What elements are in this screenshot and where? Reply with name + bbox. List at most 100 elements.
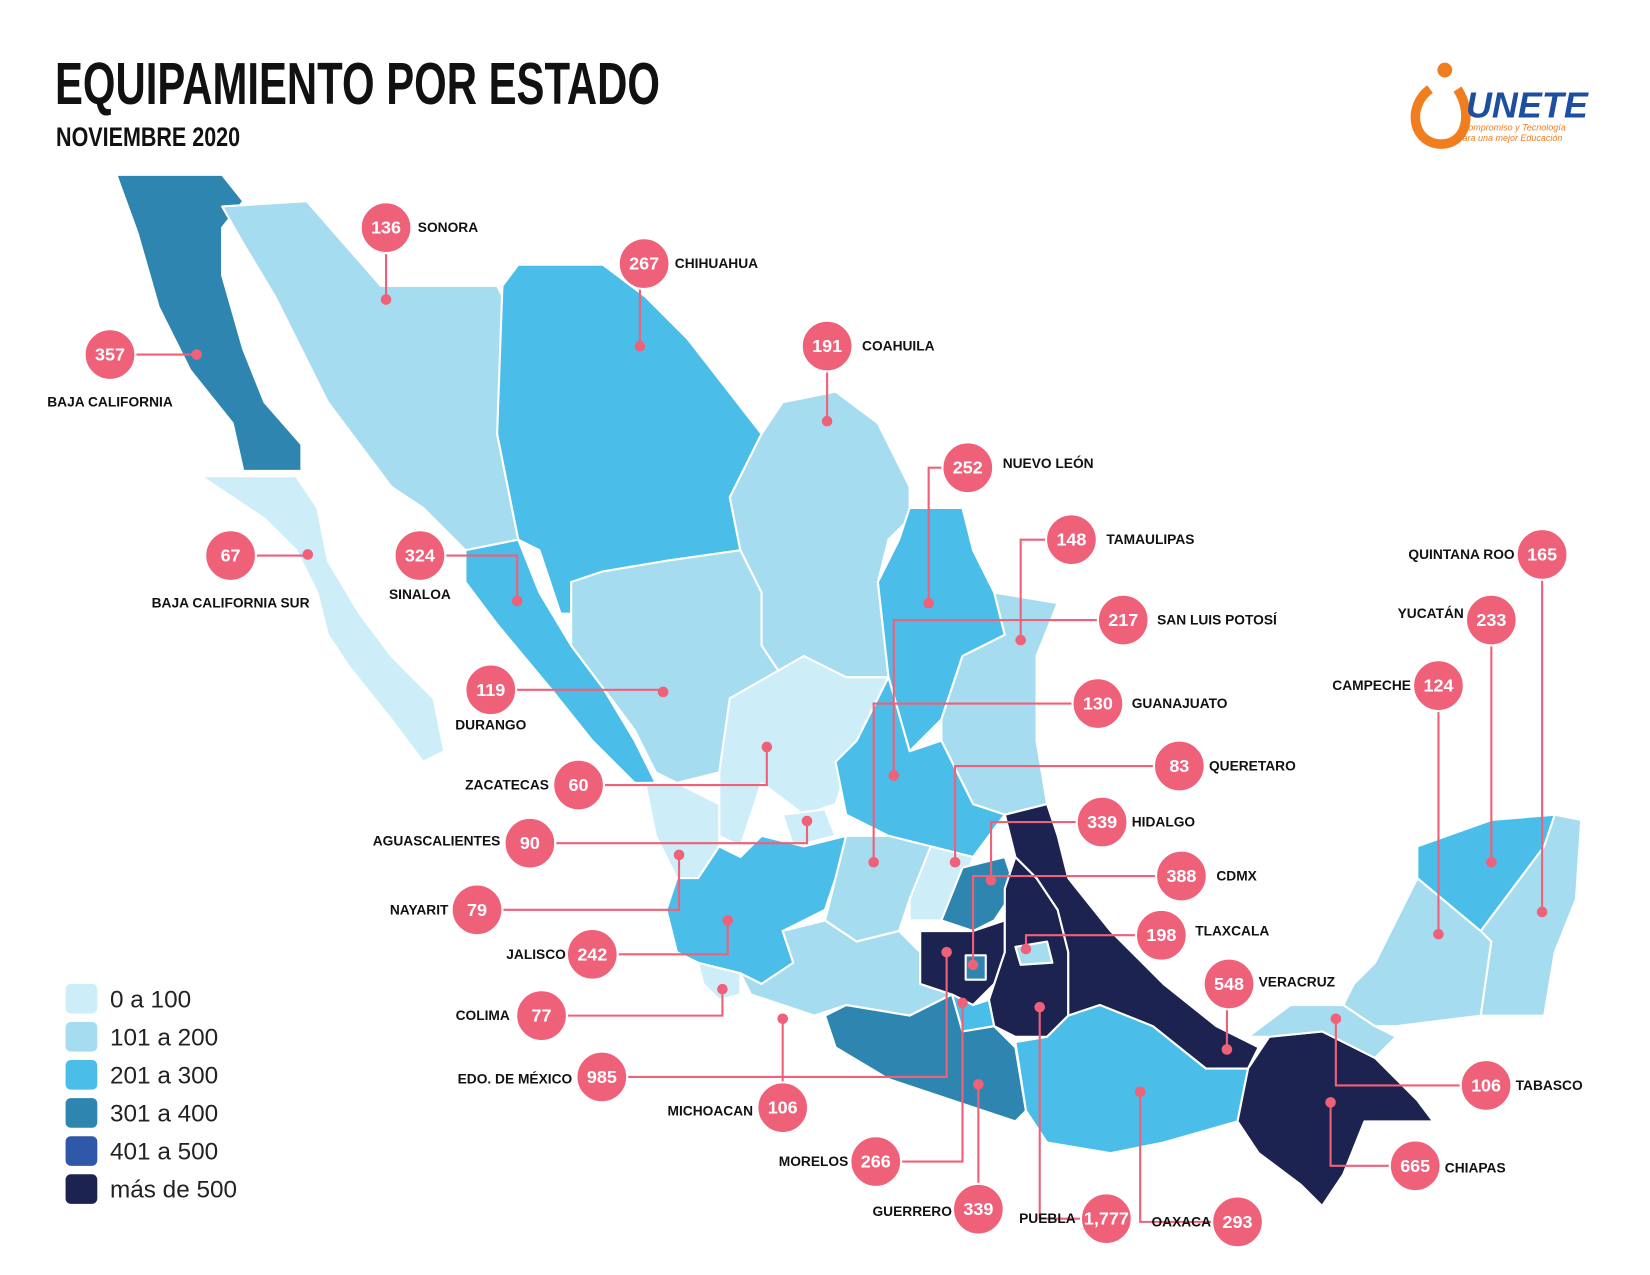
legend-label: más de 500 <box>110 1177 237 1204</box>
state-name: CDMX <box>1216 869 1257 884</box>
value-bubble <box>503 816 557 870</box>
value-bubble <box>1045 513 1098 567</box>
state-name: GUERRERO <box>872 1204 952 1219</box>
value-bubble <box>1515 528 1569 581</box>
value-label: 165 <box>1527 544 1557 564</box>
legend-swatch <box>65 1136 98 1166</box>
leader-dot <box>821 415 833 427</box>
logo-tagline: Compromiso y Tecnología <box>1462 122 1566 132</box>
value-label: 79 <box>467 900 487 920</box>
leader-dot <box>191 349 203 360</box>
state-region <box>221 200 520 552</box>
value-bubble <box>1459 1058 1513 1112</box>
leader-line <box>578 746 768 787</box>
leader-dot <box>985 874 997 886</box>
value-label: 148 <box>1056 530 1086 550</box>
value-label: 324 <box>405 546 435 566</box>
state-name: COAHUILA <box>862 339 935 354</box>
leader-dot <box>1015 634 1026 646</box>
state-name: BAJA CALIFORNIA <box>47 395 173 410</box>
leader-dot <box>722 915 733 926</box>
state-region <box>665 834 848 985</box>
value-bubble <box>1075 795 1129 849</box>
value-label: 130 <box>1083 694 1113 714</box>
leader-dot <box>1034 1001 1045 1013</box>
value-bubble <box>552 758 605 812</box>
labels: 357 BAJA CALIFORNIA 67 BAJA CALIFORNIA SUR 1… <box>47 201 1583 1249</box>
state-name: BAJA CALIFORNIA SUR <box>152 596 310 611</box>
leader-line <box>990 821 1103 881</box>
leader-dot <box>777 1013 788 1025</box>
legend-label: 101 a 200 <box>110 1024 218 1051</box>
value-label: 665 <box>1400 1156 1430 1176</box>
legend-label: 0 a 100 <box>110 986 191 1013</box>
leader-dot <box>1536 906 1548 918</box>
state-name: CHIAPAS <box>1445 1160 1506 1175</box>
value-bubble <box>464 663 518 717</box>
value-label: 548 <box>1214 974 1244 994</box>
value-bubble <box>800 319 854 373</box>
logo-mark <box>1410 85 1471 149</box>
value-label: 77 <box>532 1006 552 1026</box>
title: EQUIPAMIENTO POR ESTADO <box>55 50 660 117</box>
leader-line <box>972 874 1182 965</box>
leader-dot <box>634 340 646 352</box>
legend-swatch <box>65 983 98 1014</box>
value-label: 90 <box>520 833 540 853</box>
leader-line <box>541 989 724 1017</box>
state-name: PUEBLA <box>1019 1211 1076 1226</box>
value-bubble <box>951 1182 1005 1236</box>
state-region <box>697 961 742 1001</box>
value-bubble <box>849 1135 903 1189</box>
value-label: 106 <box>768 1098 798 1118</box>
leader-dot <box>1020 943 1032 955</box>
value-label: 357 <box>95 345 125 365</box>
leader-dot <box>380 294 392 305</box>
state-region <box>1247 1003 1398 1059</box>
value-bubble <box>1134 908 1188 962</box>
value-bubble <box>1388 1139 1442 1193</box>
value-bubble <box>359 201 413 255</box>
regions <box>115 173 1583 1208</box>
leader-dot <box>973 1079 984 1090</box>
state-name: SINALOA <box>389 587 451 602</box>
value-bubble <box>617 237 671 291</box>
value-label: 252 <box>953 458 983 478</box>
leader-line <box>875 1002 964 1163</box>
leader-dot <box>761 741 773 753</box>
state-name: SONORA <box>418 220 478 235</box>
value-bubble <box>1155 849 1208 903</box>
value-label: 1,777 <box>1084 1209 1129 1229</box>
value-label: 242 <box>577 944 607 964</box>
value-label: 266 <box>861 1152 891 1172</box>
value-label: 198 <box>1146 925 1176 945</box>
state-name: YUCATÁN <box>1398 605 1464 621</box>
leader-line <box>872 702 1098 863</box>
state-name: MORELOS <box>779 1154 849 1169</box>
state-name: NAYARIT <box>390 902 449 917</box>
state-region <box>781 808 837 848</box>
leader-line <box>592 920 729 956</box>
value-bubble <box>515 989 568 1043</box>
legend-swatch <box>65 1060 98 1090</box>
leader-dot <box>1221 1044 1233 1055</box>
leader-line <box>1334 1018 1487 1087</box>
state-name: MICHOACAN <box>668 1103 754 1118</box>
leader-dot <box>302 549 314 560</box>
leader-dot <box>511 595 523 607</box>
legend-label: 401 a 500 <box>110 1139 218 1166</box>
legend-swatch <box>65 1098 98 1128</box>
state-name: OAXACA <box>1151 1214 1211 1229</box>
value-bubble <box>1412 659 1465 713</box>
leader-dot <box>923 597 934 609</box>
leader-dot <box>868 856 879 868</box>
value-label: 119 <box>476 680 505 700</box>
value-label: 106 <box>1471 1075 1501 1095</box>
value-bubble <box>1464 593 1518 647</box>
state-name: JALISCO <box>506 947 566 962</box>
value-label: 191 <box>812 336 842 356</box>
leader-dot <box>657 686 669 698</box>
logo-tagline: para una mejor Educación <box>1457 133 1563 143</box>
state-name: COLIMA <box>456 1008 510 1023</box>
